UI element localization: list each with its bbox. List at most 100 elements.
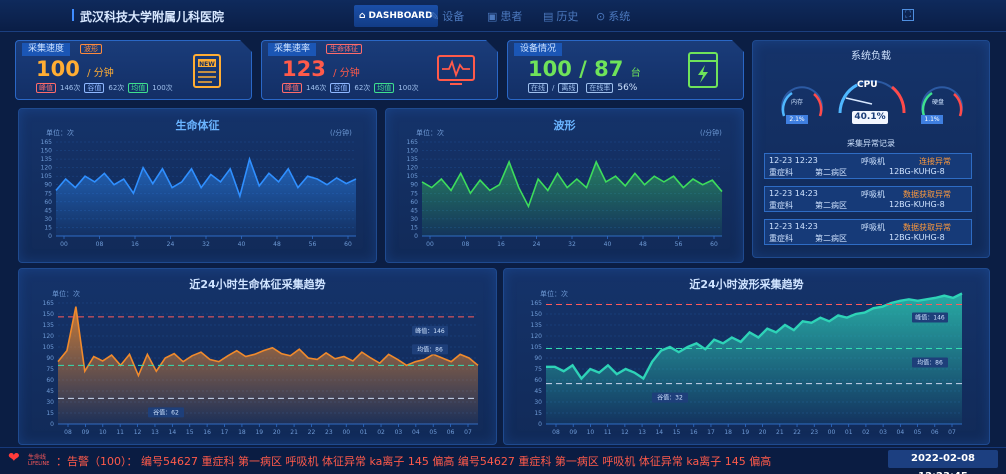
series-area bbox=[546, 293, 962, 424]
nav-system[interactable]: ⊙ 系统 bbox=[596, 5, 630, 27]
series-area bbox=[56, 159, 356, 236]
reference-label: 均值：86 bbox=[417, 345, 443, 353]
reference-label: 均值：86 bbox=[917, 358, 943, 366]
y-tick-label: 30 bbox=[46, 399, 54, 406]
y-tick-label: 90 bbox=[44, 182, 52, 189]
exception-ward: 第二病区 bbox=[815, 201, 847, 210]
nav-history[interactable]: ▤ 历史 bbox=[543, 5, 578, 27]
disk-label: 硬盘 bbox=[932, 99, 945, 106]
x-tick-label: 07 bbox=[464, 429, 472, 436]
heart-icon: ❤ bbox=[8, 450, 20, 466]
chart-unit: 单位：次 bbox=[46, 129, 74, 137]
value-unit: / 分钟 bbox=[87, 68, 114, 79]
system-load-gauges bbox=[781, 80, 963, 117]
y-tick-label: 45 bbox=[44, 207, 52, 214]
y-tick-label: 0 bbox=[50, 421, 54, 428]
y-tick-label: 90 bbox=[410, 182, 418, 189]
value-separator: / bbox=[579, 57, 587, 81]
collect-speed-card: 采集速度 波形 100 / 分钟 峰值 146次 谷值 62次 均值 100次 NEW bbox=[15, 40, 252, 100]
x-tick-label: 12 bbox=[134, 429, 142, 436]
exception-row[interactable]: 12-23 14:23 呼吸机 数据获取异常 重症科 第二病区 12BG-KUH… bbox=[764, 186, 972, 212]
history-icon: ▤ bbox=[543, 9, 554, 23]
card-stats: 峰值 146次 谷值 62次 均值 100次 bbox=[282, 83, 419, 93]
y-tick-label: 30 bbox=[44, 216, 52, 223]
valley-value: 62次 bbox=[108, 84, 125, 92]
y-tick-label: 135 bbox=[407, 156, 419, 163]
nav-dashboard-label: DASHBOARD bbox=[368, 11, 433, 21]
expand-icon[interactable]: ⛶ bbox=[902, 9, 914, 21]
x-tick-label: 00 bbox=[342, 429, 350, 436]
x-tick-label: 24 bbox=[533, 241, 541, 248]
avg-tag: 均值 bbox=[128, 83, 148, 93]
y-tick-label: 75 bbox=[534, 366, 542, 373]
exception-row[interactable]: 12-23 14:23 呼吸机 数据获取异常 重症科 第二病区 12BG-KUH… bbox=[764, 219, 972, 245]
card-value: 100 / 87 台 bbox=[528, 57, 641, 81]
exception-dept: 重症科 bbox=[769, 201, 793, 210]
x-tick-label: 17 bbox=[707, 429, 715, 436]
y-tick-label: 60 bbox=[44, 199, 52, 206]
y-tick-label: 120 bbox=[41, 165, 53, 172]
top-bar bbox=[0, 0, 1006, 32]
x-tick-label: 09 bbox=[569, 429, 577, 436]
reference-label: 峰值：146 bbox=[915, 313, 945, 321]
series-line bbox=[421, 159, 723, 209]
cpu-label: CPU bbox=[857, 80, 878, 90]
y-tick-label: 165 bbox=[531, 300, 543, 307]
exception-device: 呼吸机 bbox=[861, 190, 885, 199]
x-tick-label: 20 bbox=[273, 429, 281, 436]
x-tick-label: 13 bbox=[151, 429, 159, 436]
reference-label-bg bbox=[912, 357, 948, 368]
nav-device[interactable]: ✎ 设备 bbox=[430, 5, 464, 27]
x-tick-label: 22 bbox=[793, 429, 801, 436]
x-tick-label: 01 bbox=[845, 429, 853, 436]
home-icon: ⌂ bbox=[359, 11, 366, 21]
x-tick-label: 15 bbox=[673, 429, 681, 436]
nav-patient[interactable]: ▣ 患者 bbox=[487, 5, 522, 27]
y-tick-label: 30 bbox=[534, 399, 542, 406]
peak-value: 146次 bbox=[60, 84, 81, 92]
x-tick-label: 05 bbox=[914, 429, 922, 436]
x-tick-label: 32 bbox=[202, 241, 210, 248]
device-total: 100 bbox=[528, 57, 572, 81]
reference-label: 峰值：146 bbox=[415, 327, 445, 335]
memory-value: 2.1% bbox=[786, 115, 808, 124]
x-tick-label: 10 bbox=[587, 429, 595, 436]
y-tick-label: 165 bbox=[41, 139, 53, 146]
reference-label: 谷值：62 bbox=[153, 408, 179, 416]
reference-label-bg bbox=[148, 407, 184, 418]
x-tick-label: 15 bbox=[186, 429, 194, 436]
exception-row[interactable]: 12-23 12:23 呼吸机 连接异常 重症科 第二病区 12BG-KUHG-… bbox=[764, 153, 972, 179]
nav-dashboard[interactable]: ⌂ DASHBOARD bbox=[354, 5, 438, 27]
x-tick-label: 04 bbox=[412, 429, 420, 436]
series-line bbox=[55, 156, 357, 199]
x-tick-label: 40 bbox=[238, 241, 246, 248]
exception-code: 12BG-KUHG-8 bbox=[889, 167, 945, 176]
y-tick-label: 90 bbox=[46, 355, 54, 362]
series-area bbox=[422, 161, 722, 236]
device-online: 87 bbox=[594, 57, 624, 81]
y-tick-label: 15 bbox=[46, 410, 54, 417]
x-tick-label: 14 bbox=[169, 429, 177, 436]
y-tick-label: 60 bbox=[410, 199, 418, 206]
card-stats: 峰值 146次 谷值 62次 均值 100次 bbox=[36, 83, 173, 93]
exception-time: 12-23 12:23 bbox=[769, 156, 818, 165]
reference-label-bg bbox=[652, 392, 688, 403]
exception-time: 12-23 14:23 bbox=[769, 222, 818, 231]
x-tick-label: 18 bbox=[238, 429, 246, 436]
system-load-title: 系统负载 bbox=[851, 51, 891, 62]
x-tick-label: 48 bbox=[639, 241, 647, 248]
chart-title: 波形 bbox=[553, 119, 576, 132]
y-tick-label: 75 bbox=[46, 366, 54, 373]
nav-patient-label: 患者 bbox=[500, 10, 523, 23]
card-title: 设备情况 bbox=[514, 43, 562, 56]
x-tick-label: 21 bbox=[776, 429, 784, 436]
chart-unit-right: (/分钟) bbox=[330, 129, 352, 137]
x-tick-label: 01 bbox=[360, 429, 368, 436]
y-tick-label: 45 bbox=[410, 207, 418, 214]
alert-ticker bbox=[0, 447, 1006, 474]
x-tick-label: 40 bbox=[604, 241, 612, 248]
system-icon: ⊙ bbox=[596, 9, 606, 23]
x-tick-label: 16 bbox=[131, 241, 139, 248]
chart-title: 近24小时波形采集趋势 bbox=[689, 278, 804, 291]
